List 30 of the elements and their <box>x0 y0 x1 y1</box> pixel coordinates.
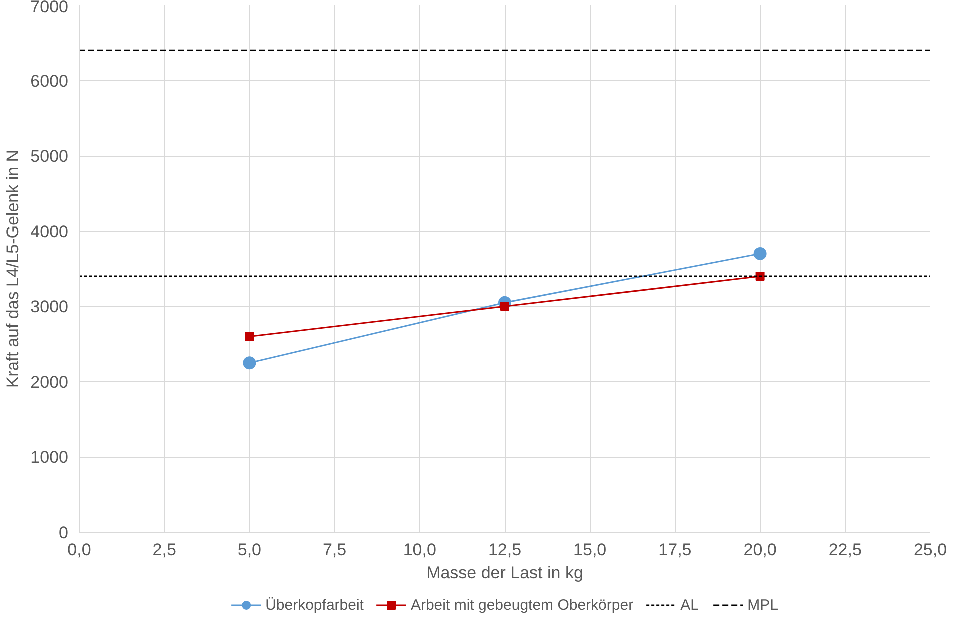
x-tick-label: 2,5 <box>152 540 176 560</box>
x-tick-label: 5,0 <box>238 540 262 560</box>
y-tick-label: 1000 <box>30 448 69 468</box>
point <box>754 247 767 260</box>
legend-label: Arbeit mit gebeugtem Oberkörper <box>410 596 634 614</box>
y-tick-label: 7000 <box>30 0 69 16</box>
point <box>245 332 254 342</box>
y-tick-label: 6000 <box>30 72 69 91</box>
x-tick-label: 17,5 <box>658 540 692 560</box>
x-tick-label: 0,0 <box>68 540 92 560</box>
point <box>756 272 765 282</box>
point <box>500 302 510 312</box>
x-tick-label: 22,5 <box>828 540 862 560</box>
x-tick-label: 12,5 <box>488 540 522 560</box>
legend-label: AL <box>680 596 700 614</box>
y-tick-label: 4000 <box>30 222 69 242</box>
legend-label: Überkopfarbeit <box>266 596 364 614</box>
x-axis-title: Masse der Last in kg <box>426 564 584 582</box>
y-tick-label: 0 <box>59 524 69 542</box>
x-tick-label: 20,0 <box>744 540 777 560</box>
y-axis-title: Kraft auf das L4/L5-Gelenk in N <box>4 150 23 388</box>
point <box>243 356 256 370</box>
y-tick-label: 5000 <box>30 147 69 166</box>
x-tick-label: 25,0 <box>914 540 948 560</box>
x-tick-label: 7,5 <box>322 540 347 560</box>
y-tick-label: 2000 <box>30 372 69 392</box>
x-tick-label: 15,0 <box>574 540 607 560</box>
y-tick-label: 3000 <box>30 298 69 317</box>
legend-label: MPL <box>748 596 778 614</box>
x-tick-label: 10,0 <box>403 540 436 560</box>
